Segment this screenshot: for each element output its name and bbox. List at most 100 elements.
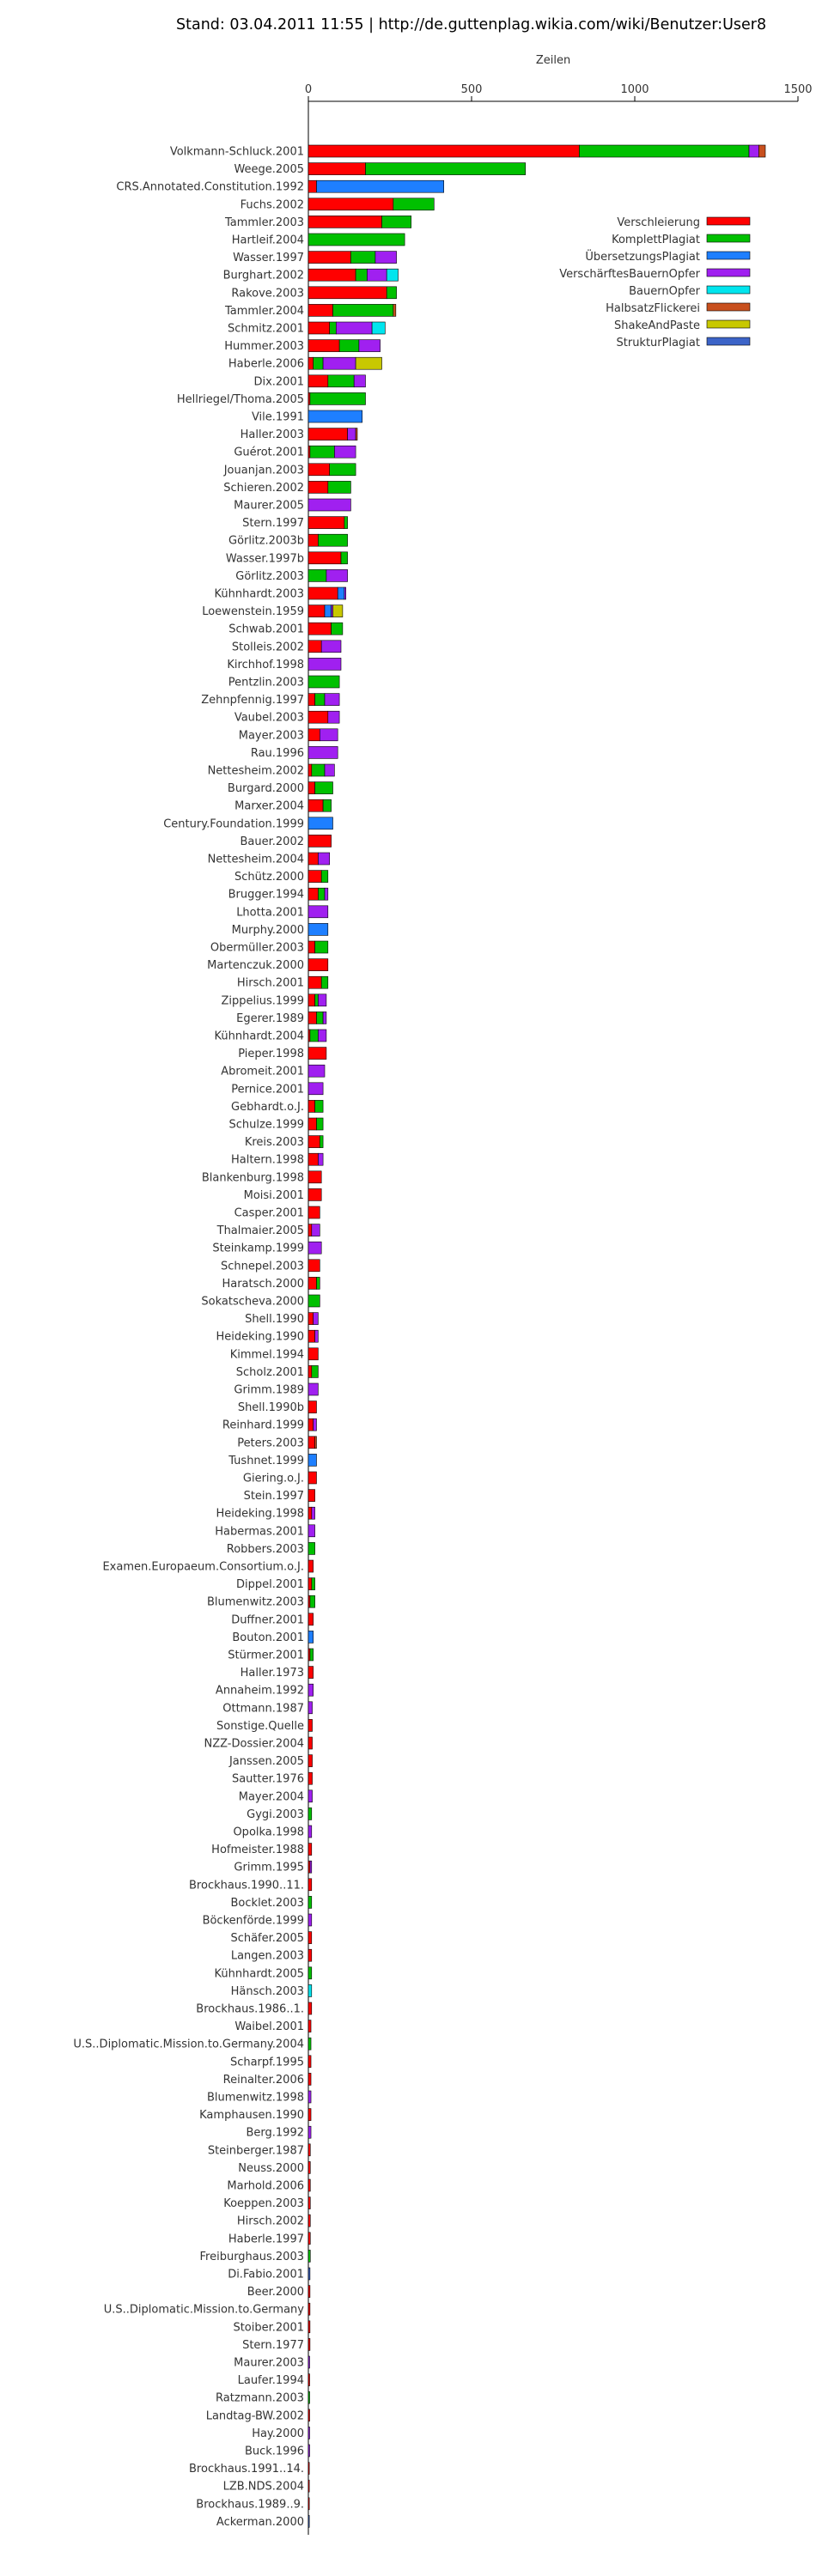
bar-segment-komplettplagiat <box>308 675 340 689</box>
category-label: Buck.1996 <box>245 2445 304 2458</box>
bar-segment-verschleierung <box>308 2497 310 2511</box>
category-label: Heideking.1998 <box>216 1508 304 1521</box>
bar-segment-verschleierung <box>308 2373 310 2386</box>
bar-segment-verschärftesbauernopfer <box>353 374 366 388</box>
category-label: Bauer.2002 <box>241 835 305 848</box>
category-label: Ratzmann.2003 <box>216 2392 304 2405</box>
category-label: Gebhardt.o.J. <box>231 1101 304 1114</box>
category-label: Habermas.2001 <box>215 1525 304 1538</box>
bar-segment-komplettplagiat <box>314 693 326 706</box>
category-label: Laufer.1994 <box>238 2374 304 2387</box>
bar-segment-verschleierung <box>308 2409 310 2422</box>
bar-segment-verschleierung <box>308 268 356 282</box>
category-label: Ottmann.1987 <box>222 1702 304 1715</box>
bar-segment-verschleierung <box>308 1135 320 1148</box>
bar-segment-verschleierung <box>308 304 333 317</box>
category-labels-group: Volkmann-Schluck.2001 Weege.2005 CRS.Annot… <box>73 146 304 2529</box>
category-label: Casper.2001 <box>234 1207 304 1220</box>
bar-segment-komplettplagiat <box>316 1012 324 1024</box>
bar-segment-verschärftesbauernopfer <box>375 251 397 264</box>
category-label: Rakove.2003 <box>231 287 304 300</box>
bar-segment-verschärftesbauernopfer <box>313 1418 317 1431</box>
category-label: Stern.1997 <box>242 517 304 530</box>
bar-segment-verschleierung <box>308 1418 314 1431</box>
legend-label: KomplettPlagiat <box>612 234 700 246</box>
x-tick-label: 0 <box>305 83 312 96</box>
bar-segment-verschleierung <box>308 2002 313 2015</box>
bar-segment-verschärftesbauernopfer <box>308 2090 312 2104</box>
category-label: Waibel.2001 <box>234 2020 304 2033</box>
category-label: Gygi.2003 <box>247 1808 304 1821</box>
category-label: Peters.2003 <box>237 1437 304 1449</box>
category-label: Kirchhof.1998 <box>227 659 304 671</box>
bar-segment-komplettplagiat <box>338 339 360 352</box>
category-label: Shell.1990b <box>238 1401 304 1414</box>
bar-segment-verschleierung <box>308 1613 314 1626</box>
category-label: Reinalter.2006 <box>223 2074 304 2087</box>
category-label: Zippelius.1999 <box>222 994 304 1007</box>
bar-segment-komplettplagiat <box>311 1365 319 1378</box>
legend-swatch <box>706 337 751 346</box>
bar-segment-übersetzungsplagiat <box>308 1631 314 1643</box>
category-label: Robbers.2003 <box>227 1543 304 1556</box>
bar-segment-verschleierung <box>308 374 329 388</box>
bar-segment-verschärftesbauernopfer <box>334 445 356 459</box>
category-label: Egerer.1989 <box>236 1012 304 1025</box>
category-label: Steinkamp.1999 <box>212 1242 304 1255</box>
category-label: Shell.1990 <box>245 1313 304 1326</box>
bar-segment-verschleierung <box>308 2196 311 2209</box>
bar-segment-komplettplagiat <box>318 887 326 901</box>
bar-segment-komplettplagiat <box>313 356 324 370</box>
bar-segment-komplettplagiat <box>309 1029 319 1042</box>
category-label: Duffner.2001 <box>231 1613 304 1626</box>
category-label: Guérot.2001 <box>234 447 304 459</box>
bar-segment-verschleierung <box>308 993 315 1007</box>
category-label: Bouton.2001 <box>232 1631 304 1644</box>
bar-segment-verschleierung <box>308 1489 315 1502</box>
bar-segment-verschleierung <box>308 2285 311 2298</box>
bar-segment-verschleierung <box>308 1719 313 1732</box>
category-label: Schieren.2002 <box>223 482 304 495</box>
bar-segment-verschleierung <box>308 533 319 547</box>
bar-segment-komplettplagiat <box>308 2037 312 2050</box>
category-label: Blumenwitz.1998 <box>207 2092 304 2105</box>
category-label: Mayer.2003 <box>239 729 304 742</box>
bar-segment-komplettplagiat <box>332 304 394 317</box>
category-label: Wasser.1997 <box>233 252 304 264</box>
category-label: Görlitz.2003b <box>228 535 304 548</box>
category-label: Kühnhardt.2005 <box>215 1967 304 1980</box>
bar-segment-komplettplagiat <box>320 975 329 989</box>
bar-segment-verschleierung <box>308 1754 313 1767</box>
bar-segment-komplettplagiat <box>308 2391 310 2404</box>
bar-segment-verschleierung <box>308 1100 315 1113</box>
category-label: U.S..Diplomatic.Mission.to.Germany <box>104 2304 305 2317</box>
category-label: Rau.1996 <box>251 747 304 760</box>
legend-swatch <box>706 268 751 277</box>
bar-segment-übersetzungsplagiat <box>308 923 329 936</box>
bar-segment-verschärftesbauernopfer <box>367 268 387 282</box>
bar-segment-verschärftesbauernopfer <box>318 1152 324 1166</box>
bar-segment-übersetzungsplagiat <box>324 605 332 617</box>
category-label: Berg.1992 <box>246 2127 304 2140</box>
category-label: Janssen.2005 <box>228 1755 304 1768</box>
bar-segment-verschärftesbauernopfer <box>308 746 338 759</box>
bar-segment-verschleierung <box>308 339 340 352</box>
category-label: Hartleif.2004 <box>232 234 304 247</box>
legend-swatch <box>706 216 751 226</box>
bar-segment-halbsatzflickerei <box>314 1436 317 1449</box>
category-label: Hirsch.2001 <box>237 977 304 990</box>
category-label: Hirsch.2002 <box>237 2215 304 2228</box>
bar-segment-verschärftesbauernopfer <box>308 2427 310 2439</box>
category-label: Görlitz.2003 <box>235 570 304 583</box>
bar-segment-komplettplagiat <box>322 799 332 812</box>
category-label: Scharpf.1995 <box>230 2056 304 2069</box>
bar-segment-verschleierung <box>308 1436 315 1449</box>
category-label: Brockhaus.1986..1. <box>196 2003 304 2016</box>
category-label: Hofmeister.1988 <box>211 1844 304 1856</box>
bar-segment-verschleierung <box>308 710 329 724</box>
legend-swatch <box>706 319 751 329</box>
legend-label: ÜbersetzungsPlagiat <box>585 249 700 264</box>
category-label: Vile.1991 <box>252 411 304 424</box>
category-label: Pernice.2001 <box>231 1083 304 1096</box>
